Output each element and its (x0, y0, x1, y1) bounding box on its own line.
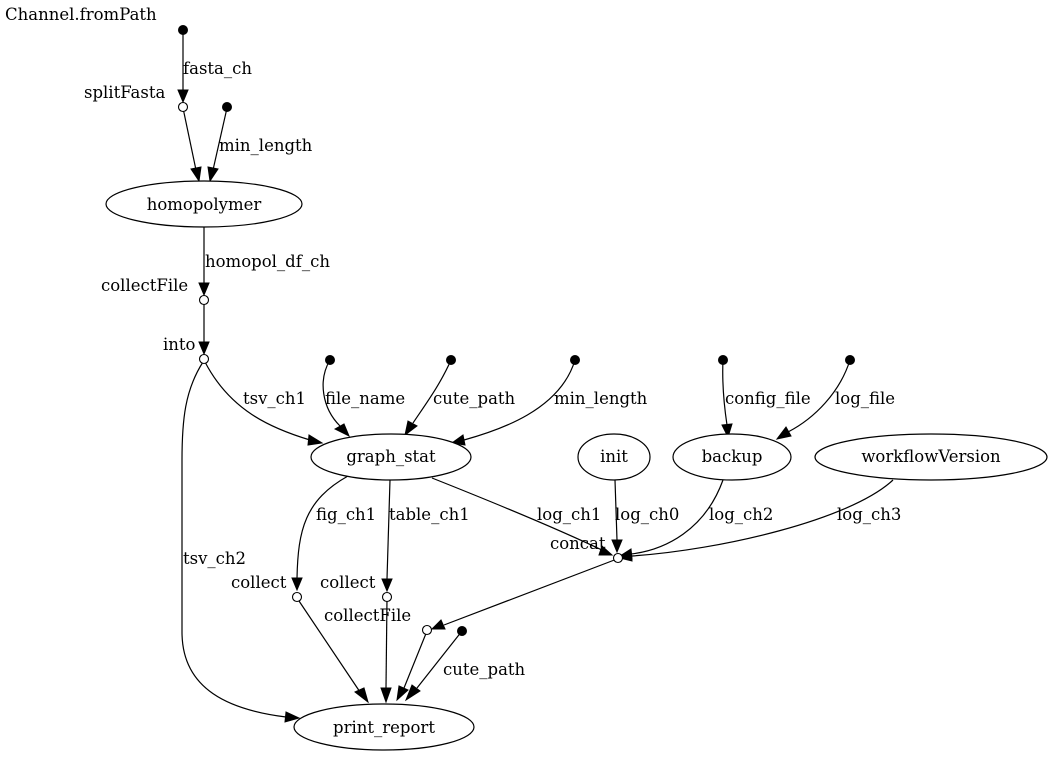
node-label-print-report: print_report (333, 718, 435, 737)
arrowhead (405, 421, 417, 435)
arrowhead (381, 688, 391, 702)
edge-label-log-ch2: log_ch2 (709, 505, 773, 524)
arrowhead (199, 342, 209, 354)
node-label-graph-stat: graph_stat (346, 447, 436, 466)
node-label-into: into (163, 335, 196, 354)
arrowhead (208, 167, 218, 181)
source-dot-cute-path-1 (447, 356, 456, 365)
edge-table-ch1 (387, 480, 390, 579)
edge-label-fasta-ch: fasta_ch (183, 59, 252, 78)
node-label-workflowVersion: workflowVersion (861, 447, 1001, 466)
arrowhead (199, 283, 209, 295)
source-dots (179, 26, 855, 636)
operator-dot-collectFile-2 (423, 626, 432, 635)
node-label-backup: backup (702, 447, 763, 466)
arrowhead (308, 435, 322, 445)
edge-label-log-file: log_file (835, 389, 895, 408)
source-dot-min-length-1 (223, 103, 232, 112)
operator-dot-collectFile-1 (200, 296, 209, 305)
node-label-collectFile-2: collectFile (324, 606, 411, 625)
source-dot-min-length-2 (571, 356, 580, 365)
edge-label-min-length-2: min_length (554, 389, 648, 408)
node-label-channel-fromPath: Channel.fromPath (5, 5, 157, 24)
node-label-collect-1: collect (231, 573, 287, 592)
arrowhead (612, 540, 622, 552)
edge-label-log-ch0: log_ch0 (615, 505, 679, 524)
operator-dot-splitFasta (179, 103, 188, 112)
edge-label-log-ch1: log_ch1 (537, 505, 601, 524)
arrowhead (191, 167, 201, 181)
node-label-homopolymer: homopolymer (147, 195, 262, 214)
operator-dot-into (200, 355, 209, 364)
source-dot-log-file (846, 356, 855, 365)
edge-label-cute-path-2: cute_path (443, 660, 526, 679)
edge-fig-ch1 (297, 476, 348, 578)
edge-tsv-ch2 (182, 362, 286, 717)
node-label-splitFasta: splitFasta (84, 83, 165, 102)
arrowhead (335, 424, 349, 436)
edge-label-min-length-1: min_length (219, 136, 313, 155)
source-dot-config-file (719, 356, 728, 365)
edge-label-config-file: config_file (725, 389, 811, 408)
node-labels: Channel.fromPath splitFasta homopolymer … (5, 5, 1001, 737)
edge-concat-collectfile (444, 559, 617, 625)
edge-label-fig-ch1: fig_ch1 (316, 505, 376, 524)
node-label-concat: concat (550, 534, 606, 553)
arrowhead (355, 688, 368, 702)
operator-dot-collect-1 (293, 593, 302, 602)
source-dot-file-name (326, 356, 335, 365)
edge-label-tsv-ch2: tsv_ch2 (183, 549, 246, 568)
node-label-init: init (600, 447, 628, 466)
edge-split-homopolymer (183, 108, 196, 170)
operator-dot-concat (614, 554, 623, 563)
source-dot-fromPath (179, 26, 188, 35)
node-label-collect-2: collect (320, 573, 376, 592)
edge-label-tsv-ch1: tsv_ch1 (243, 389, 306, 408)
arrowhead (382, 579, 392, 591)
edge-label-cute-path-1: cute_path (433, 389, 516, 408)
edge-label-log-ch3: log_ch3 (837, 505, 901, 524)
node-label-collectFile-1: collectFile (101, 276, 188, 295)
arrowhead (432, 620, 445, 629)
edge-label-table-ch1: table_ch1 (389, 505, 470, 524)
operator-dot-collect-2 (383, 593, 392, 602)
edge-label-file-name: file_name (325, 389, 405, 408)
arrowhead (777, 427, 791, 439)
edge-lines (182, 30, 893, 717)
edge-label-homopol-df-ch: homopol_df_ch (205, 252, 330, 271)
edge-labels: fasta_ch min_length homopol_df_ch tsv_ch… (183, 59, 901, 679)
arrowhead (178, 90, 188, 102)
source-dot-cute-path-2 (458, 627, 467, 636)
arrowhead (292, 578, 302, 590)
